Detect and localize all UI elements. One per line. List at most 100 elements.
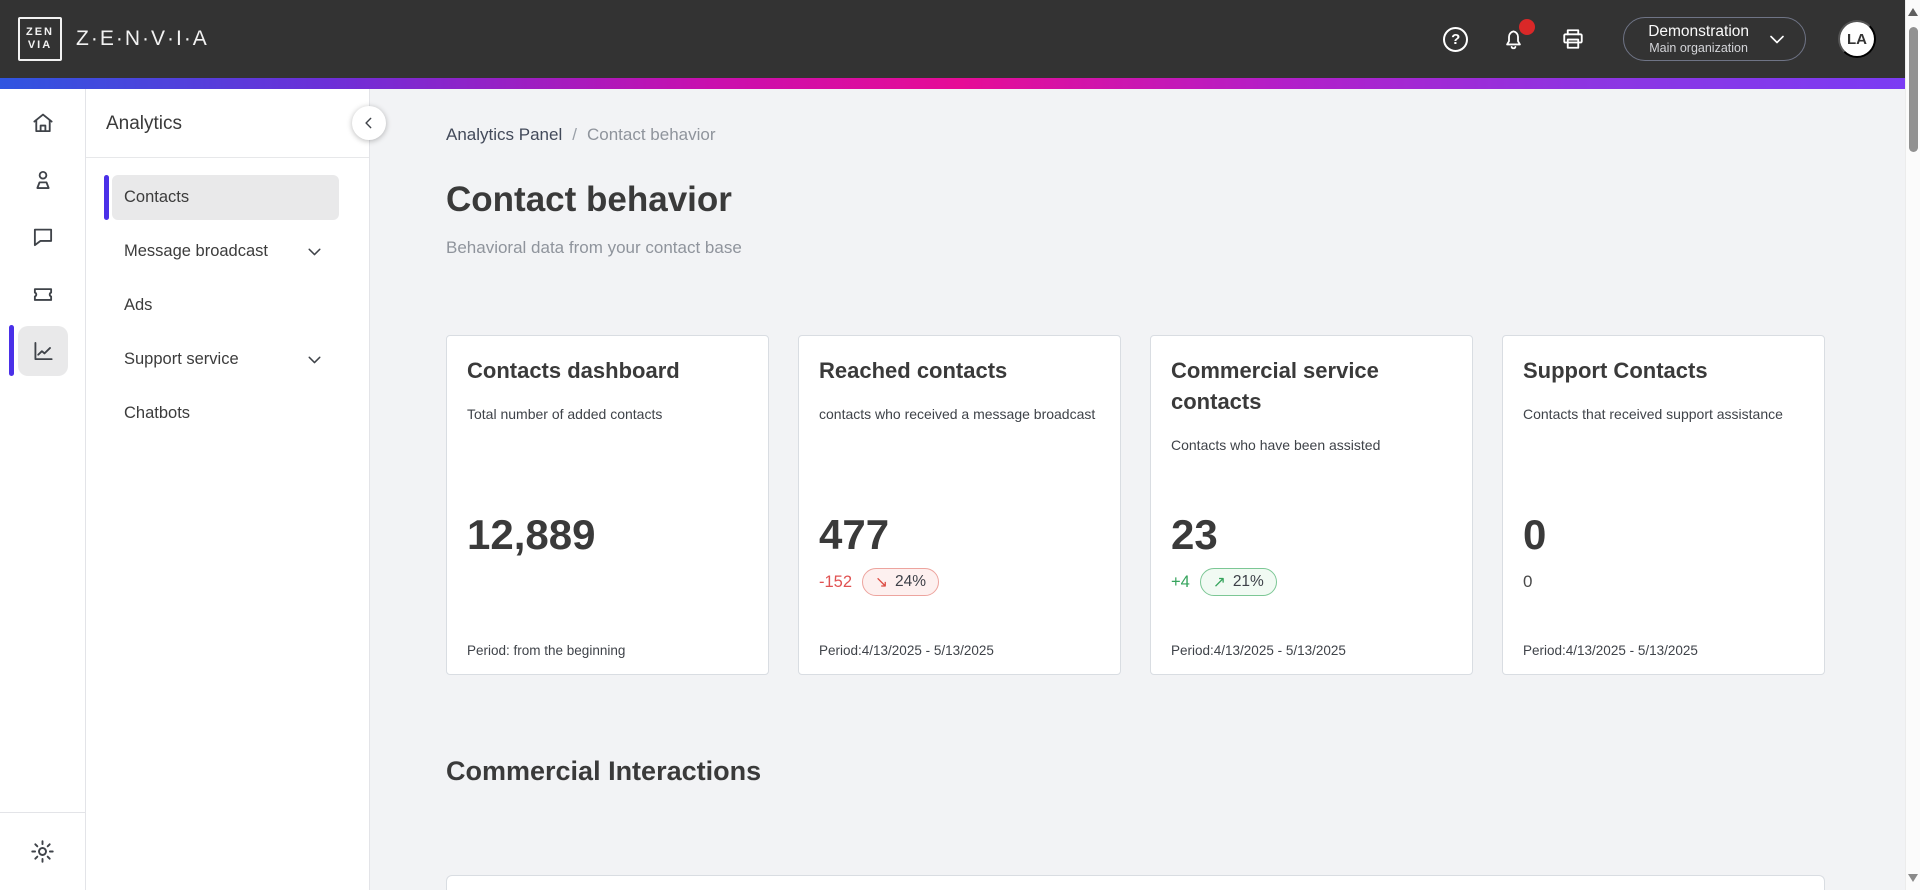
card-description: Contacts that received support assistanc…	[1523, 405, 1783, 422]
menu-item-ads[interactable]: Ads	[112, 283, 339, 328]
analytics-panel: Analytics Contacts Message broadcast Ads…	[86, 89, 386, 890]
icon-rail	[0, 89, 86, 890]
card-commercial-service-contacts: Commercial service contacts Contacts who…	[1150, 335, 1473, 675]
notifications-button[interactable]	[1500, 18, 1536, 53]
rail-item-analytics[interactable]	[0, 322, 85, 379]
breadcrumb-parent-link[interactable]: Analytics Panel	[446, 125, 563, 144]
menu-item-support-service[interactable]: Support service	[112, 337, 339, 382]
scrollbar-up-arrow[interactable]	[1908, 8, 1918, 16]
rail-bottom	[0, 812, 85, 890]
card-title: Commercial service contacts	[1171, 358, 1379, 414]
menu-item-label: Message broadcast	[124, 242, 268, 260]
rail-item-tickets[interactable]	[0, 265, 85, 322]
settings-button[interactable]	[29, 838, 56, 865]
card-value: 12,889	[467, 511, 596, 558]
notification-badge	[1519, 18, 1536, 35]
brand-name: Z·E·N·V·I·A	[76, 27, 209, 50]
main-content: Analytics Panel / Contact behavior Conta…	[370, 89, 1920, 890]
rail-item-contacts[interactable]	[0, 151, 85, 208]
zenvia-logo-icon: ZEN VIA	[18, 17, 62, 61]
organization-context: Main organization	[1649, 40, 1748, 55]
brand-gradient-bar	[0, 78, 1920, 89]
user-avatar[interactable]: LA	[1838, 20, 1876, 58]
chart-line-icon	[33, 341, 53, 360]
scrollbar-thumb[interactable]	[1909, 27, 1918, 152]
card-support-contacts: Support Contacts Contacts that received …	[1502, 335, 1825, 675]
menu-item-message-broadcast[interactable]: Message broadcast	[112, 229, 339, 274]
panel-menu: Contacts Message broadcast Ads Support s…	[86, 158, 369, 436]
chevron-down-icon	[308, 356, 321, 364]
card-title: Support Contacts	[1523, 358, 1708, 383]
menu-item-label: Chatbots	[124, 404, 191, 422]
page-title: Contact behavior	[446, 180, 732, 219]
card-title: Contacts dashboard	[467, 358, 680, 383]
commercial-interactions-card-partial	[446, 875, 1825, 890]
chat-icon	[33, 228, 52, 246]
panel-divider	[86, 157, 369, 158]
topbar-actions: ? Demonstration Main organization LA	[1443, 17, 1876, 61]
rail-item-home[interactable]	[0, 94, 85, 151]
gear-icon	[31, 840, 54, 863]
zenvia-brand: ZEN VIA Z·E·N·V·I·A	[18, 17, 209, 61]
page-subtitle: Behavioral data from your contact base	[446, 238, 742, 257]
rail-item-conversations[interactable]	[0, 208, 85, 265]
breadcrumb-current: Contact behavior	[586, 125, 716, 144]
home-icon	[32, 113, 53, 132]
scrollbar-down-arrow[interactable]	[1908, 874, 1918, 882]
printer-icon	[1563, 29, 1583, 49]
organization-selector-text: Demonstration Main organization	[1648, 22, 1749, 57]
menu-item-chatbots[interactable]: Chatbots	[112, 391, 339, 436]
card-title: Reached contacts	[819, 358, 1008, 383]
trend-percent: 24%	[895, 573, 927, 590]
delta-value: +4	[1171, 572, 1190, 591]
chevron-left-icon	[365, 117, 372, 129]
card-value: 477	[819, 511, 890, 558]
trend-percent: 21%	[1232, 573, 1264, 590]
card-delta-row: -152 ↘ 24%	[819, 566, 940, 598]
card-description: Total number of added contacts	[467, 405, 663, 422]
ticket-icon	[33, 287, 52, 301]
card-period: Period:4/13/2025 - 5/13/2025	[1171, 643, 1346, 658]
content-area: Analytics Contacts Message broadcast Ads…	[0, 89, 1920, 890]
card-description: contacts who received a message broadcas…	[819, 405, 1096, 422]
card-description: Contacts who have been assisted	[1171, 436, 1381, 453]
help-button[interactable]: ?	[1443, 26, 1469, 52]
card-period: Period: from the beginning	[467, 643, 626, 658]
menu-item-label: Support service	[124, 350, 239, 368]
kpi-cards-row: Contacts dashboard Total number of added…	[446, 335, 1860, 675]
card-contacts-dashboard: Contacts dashboard Total number of added…	[446, 335, 769, 675]
chevron-down-icon	[308, 248, 321, 256]
print-button[interactable]	[1559, 25, 1587, 53]
card-period: Period:4/13/2025 - 5/13/2025	[1523, 643, 1698, 658]
card-period: Period:4/13/2025 - 5/13/2025	[819, 643, 994, 658]
page-scrollbar[interactable]	[1905, 0, 1920, 890]
breadcrumb-separator: /	[572, 125, 577, 144]
menu-item-label: Ads	[124, 296, 153, 314]
trend-up-icon: ↗	[1212, 573, 1226, 591]
card-reached-contacts: Reached contacts contacts who received a…	[798, 335, 1121, 675]
section-title-commercial-interactions: Commercial Interactions	[446, 756, 762, 786]
card-delta-row: +4 ↗ 21%	[1171, 566, 1277, 598]
card-delta-row: 0	[1523, 566, 1532, 598]
logo-line-1: ZEN	[26, 25, 54, 38]
bell-icon	[1506, 29, 1522, 49]
delta-value: -152	[819, 572, 853, 591]
delta-value: 0	[1523, 572, 1533, 591]
card-value: 0	[1523, 511, 1547, 558]
topbar: ZEN VIA Z·E·N·V·I·A ? Demonstration	[0, 0, 1920, 78]
trend-down-icon: ↘	[875, 573, 889, 591]
help-icon: ?	[1443, 26, 1469, 52]
logo-line-2: VIA	[27, 39, 53, 51]
breadcrumb: Analytics Panel / Contact behavior	[446, 125, 1860, 145]
trend-badge: ↘ 24%	[862, 568, 940, 596]
organization-name: Demonstration	[1648, 22, 1749, 40]
card-value: 23	[1171, 511, 1218, 558]
chevron-down-icon	[1770, 35, 1784, 44]
person-icon	[35, 170, 50, 189]
organization-selector[interactable]: Demonstration Main organization	[1623, 17, 1806, 61]
collapse-panel-button[interactable]	[352, 106, 386, 140]
menu-item-label: Contacts	[124, 188, 190, 206]
menu-item-contacts[interactable]: Contacts	[104, 175, 339, 220]
panel-title: Analytics	[106, 113, 183, 134]
trend-badge: ↗ 21%	[1199, 568, 1277, 596]
